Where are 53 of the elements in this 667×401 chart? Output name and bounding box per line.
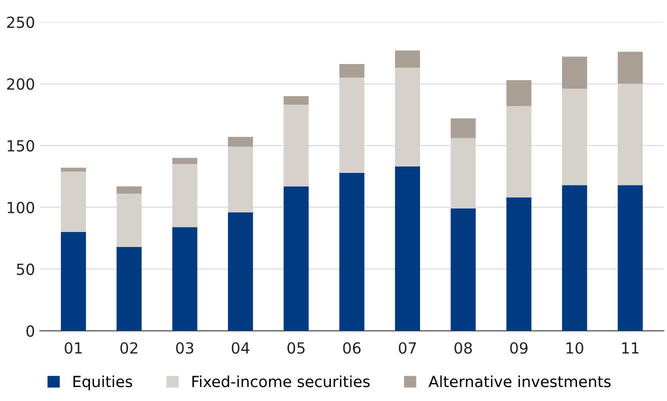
bar (339, 78, 364, 173)
bar (450, 118, 476, 138)
y-tick-label: 100 (8, 202, 34, 214)
bar (394, 166, 420, 331)
bar (172, 227, 198, 331)
x-tick-label: 09 (510, 342, 528, 354)
bar (284, 186, 309, 331)
bar (60, 172, 86, 232)
bar (450, 138, 476, 209)
x-tick-label: 07 (398, 342, 416, 354)
bar (116, 194, 142, 247)
x-tick-label: 08 (454, 342, 472, 354)
x-tick-label: 06 (343, 342, 361, 354)
bar (339, 172, 364, 331)
bar (60, 232, 86, 331)
y-tick-label: 0 (26, 325, 34, 337)
legend-label: Alternative investments (428, 375, 611, 388)
bar (618, 185, 643, 331)
bar (506, 197, 532, 331)
bar (506, 106, 532, 198)
bar (562, 56, 588, 89)
bar (618, 84, 643, 186)
y-tick-label: 250 (7, 16, 34, 28)
bar (172, 164, 198, 228)
x-tick-label: 10 (566, 342, 584, 354)
x-tick-label: 11 (622, 342, 639, 354)
bar (172, 158, 198, 164)
bar (284, 104, 309, 186)
bar (394, 68, 420, 167)
bar (339, 64, 364, 78)
bar (228, 136, 254, 147)
bar (228, 212, 254, 331)
y-tick-label: 150 (8, 140, 34, 152)
bar (506, 80, 532, 106)
bar (394, 50, 420, 68)
bar (116, 186, 142, 194)
y-tick-label: 200 (7, 78, 34, 90)
y-tick-label: 50 (16, 264, 34, 276)
legend-label: Fixed-income securities (192, 375, 370, 388)
bar (116, 246, 142, 331)
bar (284, 96, 309, 105)
x-tick-label: 02 (120, 342, 138, 354)
x-tick-label: 04 (232, 342, 250, 354)
bar (562, 185, 588, 331)
legend-label: Equities (73, 375, 132, 390)
x-tick-label: 05 (287, 342, 305, 354)
bar (60, 168, 86, 172)
bar (562, 88, 588, 186)
bar (228, 146, 254, 212)
bar (618, 52, 643, 84)
x-tick-label: 01 (64, 342, 82, 354)
x-tick-label: 03 (176, 342, 194, 354)
bar (450, 208, 476, 331)
